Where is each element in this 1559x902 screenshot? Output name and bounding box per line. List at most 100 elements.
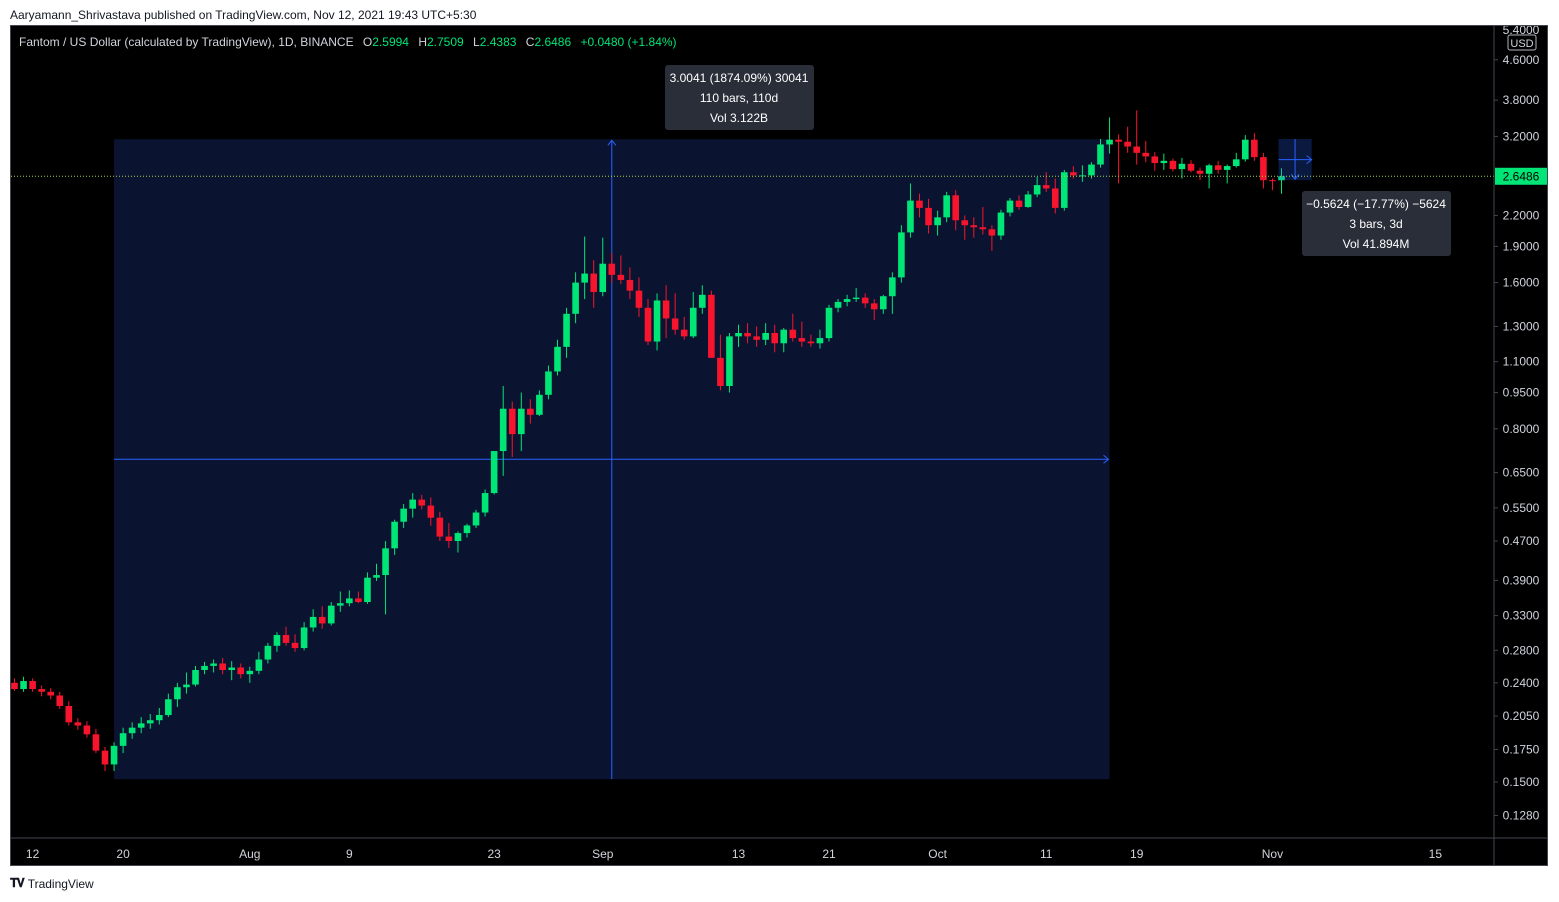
candle: [1187, 160, 1195, 173]
candle: [1033, 176, 1041, 198]
chart-legend: Fantom / US Dollar (calculated by Tradin…: [19, 35, 677, 49]
price-tick-label: 0.8000: [1503, 422, 1540, 436]
price-tick-label: 0.2400: [1503, 676, 1540, 690]
candle: [617, 255, 625, 284]
time-tick-label: 13: [732, 847, 746, 861]
close-value: 2.6486: [534, 35, 571, 49]
candle: [916, 193, 923, 218]
candle: [545, 365, 552, 400]
candle: [1106, 117, 1113, 154]
candle: [463, 523, 471, 538]
close-label: C: [526, 35, 535, 49]
time-tick-label: 23: [487, 847, 501, 861]
candle: [590, 260, 597, 308]
candle: [563, 307, 570, 358]
candle: [382, 541, 389, 615]
time-tick-label: 19: [1130, 847, 1144, 861]
price-axis[interactable]: 4.6000 3.8000 3.2000 2.2000 1.9000 1.6000 1.30…: [1494, 53, 1540, 823]
candle: [671, 293, 679, 335]
candle: [653, 293, 661, 351]
candle: [300, 622, 308, 651]
candle: [1115, 134, 1122, 184]
symbol-description: Fantom / US Dollar (calculated by Tradin…: [19, 35, 354, 49]
candle: [237, 663, 245, 679]
candle: [264, 642, 272, 664]
candle: [1015, 195, 1023, 210]
candle: [1124, 126, 1131, 153]
candle: [997, 209, 1005, 240]
candle: [156, 707, 163, 725]
candle: [735, 324, 742, 347]
measure-small-arrowhead-right: [1306, 155, 1313, 164]
measure-small-volume: Vol 41.894M: [1343, 237, 1410, 251]
price-tick-label: 0.3300: [1503, 609, 1540, 623]
candle: [418, 494, 426, 510]
candle: [454, 531, 462, 553]
candle: [807, 334, 815, 347]
candle: [1251, 133, 1258, 161]
candle: [581, 236, 588, 300]
candle: [481, 489, 489, 517]
time-tick-label: 12: [26, 847, 40, 861]
footer-branding[interactable]: 𝐓𝐕 TradingView: [10, 876, 94, 891]
candle: [843, 294, 851, 307]
measure-large-change: 3.0041 (1874.09%) 30041: [670, 71, 809, 85]
candle: [1160, 153, 1168, 170]
price-tick-label: 0.1280: [1503, 808, 1540, 822]
candle: [870, 299, 878, 321]
price-tick-label: 0.2050: [1503, 709, 1540, 723]
price-tick-label: 0.1500: [1503, 775, 1540, 789]
candle: [961, 215, 969, 240]
time-tick-label: 15: [1429, 847, 1443, 861]
candle: [210, 659, 217, 673]
candle: [834, 299, 842, 313]
chart-frame[interactable]: 4.6000 3.8000 3.2000 2.2000 1.9000 1.6000 1.30…: [10, 23, 1548, 866]
candle: [20, 676, 27, 692]
candle: [201, 661, 208, 675]
candle: [934, 210, 941, 236]
candle: [101, 747, 109, 771]
candle: [708, 290, 715, 358]
candle: [536, 390, 543, 417]
candle: [816, 329, 824, 349]
candle: [1169, 158, 1177, 172]
current-price-tag: 2.6486: [1495, 167, 1547, 185]
measure-large-arrowhead-right: [1103, 454, 1110, 464]
candle: [273, 632, 281, 652]
publisher-caption: Aaryamann_Shrivastava published on Tradi…: [10, 8, 477, 22]
price-tick-label: 0.1750: [1503, 742, 1540, 756]
price-tick-label: 2.2000: [1503, 208, 1540, 222]
measure-large-bars: 110 bars, 110d: [700, 91, 778, 105]
candle: [11, 678, 18, 691]
measure-tool-small[interactable]: [1278, 139, 1313, 181]
price-tick-label: 1.1000: [1503, 355, 1540, 369]
candle: [1142, 141, 1150, 163]
candle: [1232, 152, 1240, 168]
candlestick-chart[interactable]: 4.6000 3.8000 3.2000 2.2000 1.9000 1.6000 1.30…: [11, 23, 1547, 865]
candle: [572, 272, 579, 324]
price-tick-label: 0.9500: [1503, 386, 1540, 400]
candle: [409, 493, 416, 518]
time-axis[interactable]: 12 20 Aug 9 23 Sep 13 21 Oct 11 19 Nov 15: [26, 847, 1442, 861]
candle: [1097, 139, 1104, 168]
candle: [527, 399, 534, 424]
candle: [1024, 191, 1032, 208]
current-price-value: 2.6486: [1503, 169, 1540, 183]
tradingview-logo-icon: 𝐓𝐕: [10, 876, 25, 890]
candle: [726, 332, 733, 393]
candle: [744, 323, 751, 344]
price-tick-label: 0.4700: [1503, 534, 1540, 548]
candle: [128, 722, 136, 739]
candle: [1260, 152, 1267, 189]
measure-tool-large[interactable]: [114, 139, 1110, 780]
candle: [889, 272, 896, 314]
candle: [1151, 152, 1159, 171]
candle: [346, 590, 353, 607]
candle: [499, 386, 507, 476]
candle: [925, 198, 932, 234]
time-tick-label: 21: [822, 847, 836, 861]
currency-badge[interactable]: 5.4000 USD: [1503, 23, 1540, 51]
candle: [29, 678, 36, 692]
candle: [825, 304, 833, 342]
candle: [689, 292, 697, 339]
